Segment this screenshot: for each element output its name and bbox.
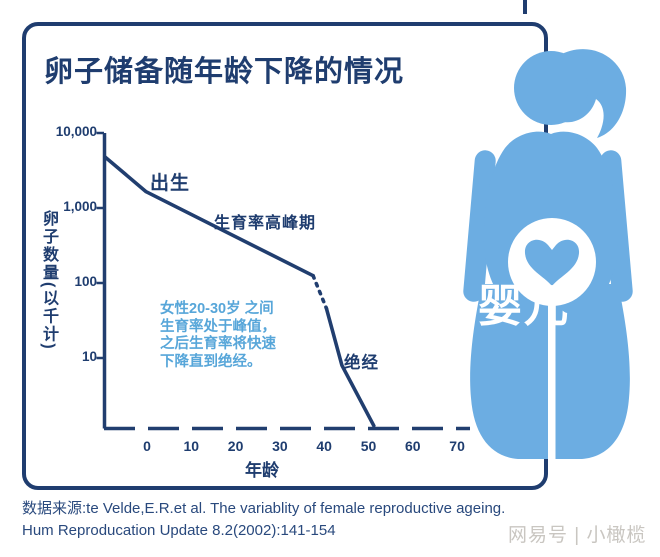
figure-watermark-text: 婴儿 <box>478 282 570 331</box>
cropped-border-mark <box>523 0 527 14</box>
x-tick-label: 30 <box>272 438 288 454</box>
y-tick-label: 10,000 <box>55 124 97 139</box>
y-tick-label: 1,000 <box>63 199 97 214</box>
y-tick-label: 100 <box>74 274 97 289</box>
curve-segment-prenatal-to-peak <box>103 155 315 278</box>
source-line-2: Hum Reproducation Update 8.2(2002):141-1… <box>22 522 336 539</box>
annotation-birth: 出生 <box>150 173 191 194</box>
annotation-peak-fertility: 生育率高峰期 <box>214 215 317 232</box>
y-axis-tickmarks <box>96 131 104 360</box>
egg-reserve-curve <box>103 155 376 428</box>
x-tick-label: 70 <box>449 438 465 454</box>
x-axis-title: 年龄 <box>245 461 279 480</box>
x-tick-label: 10 <box>183 438 200 454</box>
x-tick-label: 0 <box>143 438 151 454</box>
brand-watermark: 网易号 | 小橄榄 <box>508 525 647 546</box>
fertility-note: 女性20-30岁 之间 生育率处于峰值， 之后生育率将快速 下降直到绝经。 <box>160 301 300 371</box>
left-arm-shape <box>463 150 496 302</box>
pregnant-woman-silhouette <box>463 49 633 459</box>
heart-icon <box>524 239 580 286</box>
y-axis-title: 卵子数量(以千计) <box>40 210 57 351</box>
x-tick-label: 20 <box>227 438 244 454</box>
note-line: 之后生育率将快速 <box>160 336 276 352</box>
curve-segment-uncertain-gap <box>311 273 329 311</box>
page-title: 卵子储备随年龄下降的情况 <box>44 56 405 88</box>
y-tick-label: 10 <box>81 349 97 364</box>
chart-card-frame <box>22 22 548 490</box>
leg-divider <box>548 304 556 459</box>
head-shape <box>514 51 588 125</box>
annotation-menopause: 绝经 <box>344 354 379 372</box>
x-tick-label: 40 <box>316 438 332 454</box>
source-line-1: 数据来源:te Velde,E.R.et al. The variablity … <box>22 500 506 517</box>
note-line: 女性20-30岁 之间 <box>160 301 274 317</box>
curve-segment-rapid-decline-to-menopause <box>324 306 376 428</box>
data-source: 数据来源:te Velde,E.R.et al. The variablity … <box>22 498 522 542</box>
x-tick-label: 60 <box>405 438 421 454</box>
note-line: 生育率处于峰值， <box>160 318 276 335</box>
note-line: 下降直到绝经。 <box>160 353 262 370</box>
x-tick-label: 50 <box>360 438 377 454</box>
